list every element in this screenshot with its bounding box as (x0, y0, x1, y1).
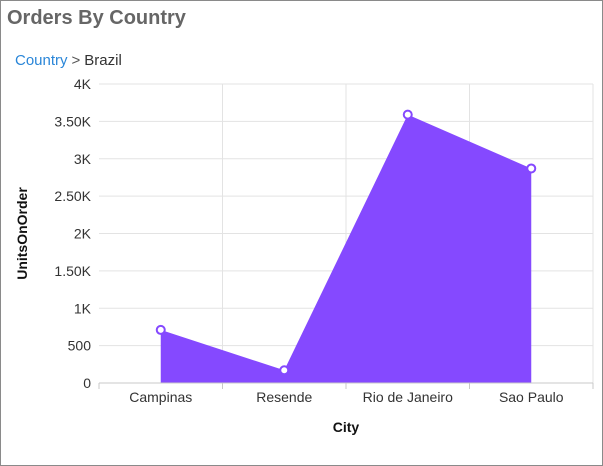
breadcrumb-separator: > (71, 52, 81, 69)
chart-title: Orders By Country (7, 7, 186, 29)
data-point-marker[interactable] (155, 324, 166, 335)
y-tick-label: 1.50K (54, 263, 91, 279)
breadcrumb-country-link[interactable]: Country (15, 52, 68, 69)
x-tick-label: Sao Paulo (499, 389, 564, 405)
data-point-marker[interactable] (402, 109, 413, 120)
x-tick-label: Rio de Janeiro (363, 389, 453, 405)
y-tick-label: 4K (74, 76, 92, 92)
y-tick-label: 500 (68, 338, 92, 354)
x-axis-title: City (333, 419, 360, 435)
x-tick-label: Campinas (129, 389, 192, 405)
data-point-marker[interactable] (526, 163, 537, 174)
y-tick-label: 0 (83, 375, 91, 391)
breadcrumb-current: Brazil (84, 52, 122, 69)
y-tick-label: 1K (74, 300, 92, 316)
area-series (160, 114, 532, 384)
y-tick-label: 3K (74, 151, 92, 167)
axes: 0 500 1K 1.50K 2K 2.50K 3K 3.50K 4K Campinas Resen… (54, 76, 594, 405)
y-tick-label: 2K (74, 226, 92, 242)
data-point-marker[interactable] (279, 365, 290, 376)
x-tick-label: Resende (256, 389, 312, 405)
y-tick-label: 2.50K (54, 188, 91, 204)
breadcrumb: Country > Brazil (15, 52, 122, 69)
plot-area (155, 109, 537, 384)
y-tick-label: 3.50K (54, 113, 91, 129)
y-axis-title: UnitsOnOrder (14, 187, 30, 280)
